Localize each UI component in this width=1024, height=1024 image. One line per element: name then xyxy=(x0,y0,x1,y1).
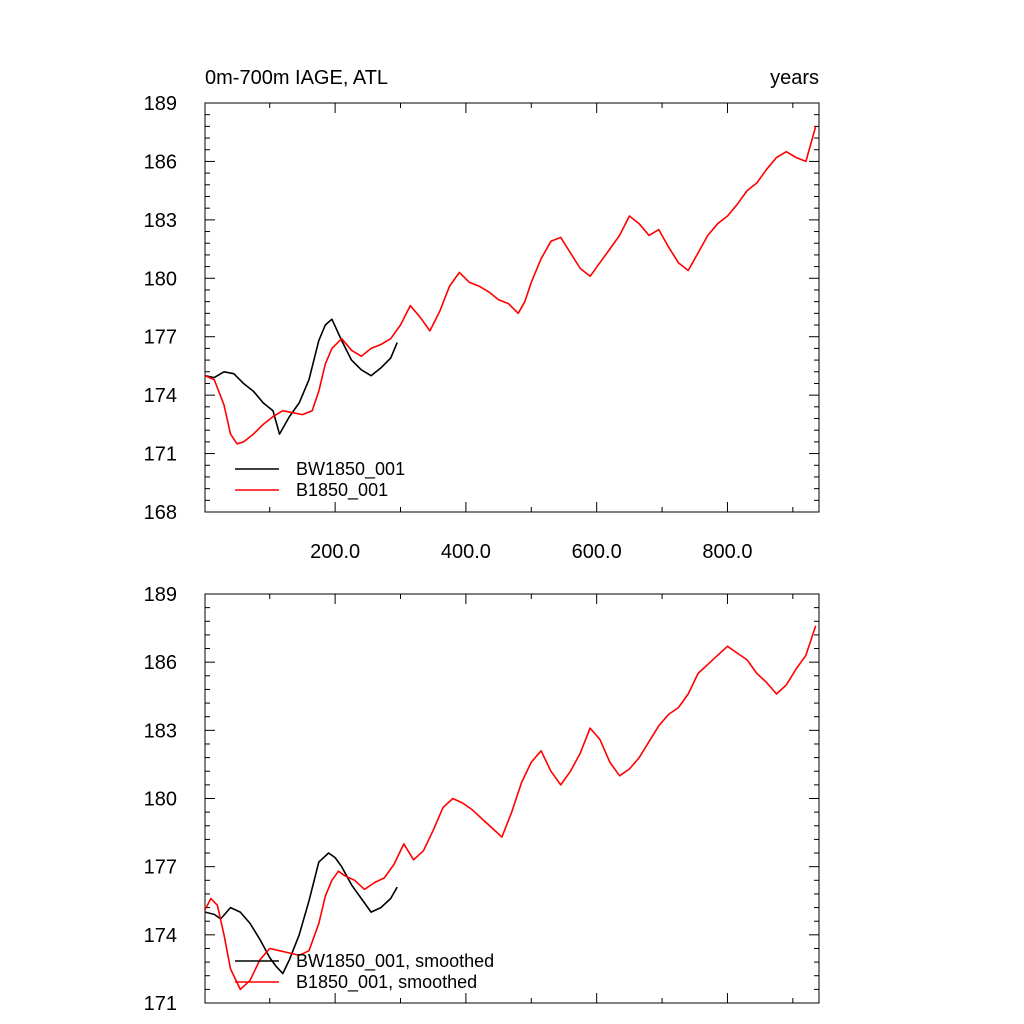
y-tick-label: 189 xyxy=(144,584,177,606)
x-tick-label: 200.0 xyxy=(310,541,360,563)
series-line-2 xyxy=(205,126,817,445)
plot-frame xyxy=(204,102,820,513)
y-tick-label: 186 xyxy=(144,652,177,674)
x-tick-label: 400.0 xyxy=(441,541,491,563)
legend-label-1: BW1850_001 xyxy=(296,459,405,480)
y-tick-label: 183 xyxy=(144,720,177,742)
series-line-2 xyxy=(205,625,817,991)
series-group xyxy=(205,625,817,991)
chart-title-left: 0m-700m IAGE, ATL xyxy=(205,67,388,89)
chart-panel-2: 171 174 177 180 183 186 189 BW1850_001, smoothe… xyxy=(144,584,820,1015)
legend-label-1: BW1850_001, smoothed xyxy=(296,951,494,972)
y-tick-label: 180 xyxy=(144,789,177,811)
chart-panel-1: 168 171 174 177 180 183 186 189 200.0 400.0 600.0 8… xyxy=(144,67,820,563)
legend-label-2: B1850_001 xyxy=(296,480,388,501)
y-tick-label: 183 xyxy=(144,210,177,232)
series-line-1 xyxy=(205,852,398,975)
y-tick-label: 177 xyxy=(144,327,177,349)
x-tick-label: 800.0 xyxy=(702,541,752,563)
series-group xyxy=(205,126,817,445)
y-tick-label: 189 xyxy=(144,93,177,115)
y-tick-label: 171 xyxy=(144,444,177,466)
y-tick-label: 174 xyxy=(144,385,177,407)
y-tick-label: 186 xyxy=(144,151,177,173)
series-line-1 xyxy=(205,318,398,435)
y-tick-label: 174 xyxy=(144,925,177,947)
x-tick-label: 600.0 xyxy=(572,541,622,563)
y-tick-label: 168 xyxy=(144,502,177,524)
legend-label-2: B1850_001, smoothed xyxy=(296,972,477,993)
y-tick-label: 171 xyxy=(144,993,177,1015)
y-tick-label: 177 xyxy=(144,857,177,879)
y-tick-label: 180 xyxy=(144,268,177,290)
chart-title-right: years xyxy=(770,67,819,89)
